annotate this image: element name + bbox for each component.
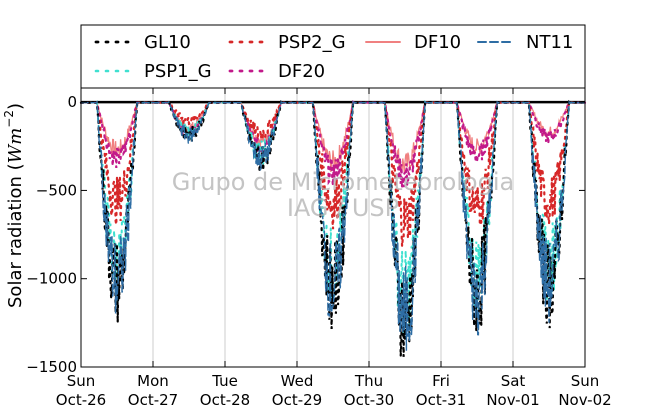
x-tick-label-date: Oct-30	[344, 391, 394, 409]
y-axis-label-text: Solar radiation (	[5, 163, 26, 308]
legend-label-gl10: GL10	[144, 32, 191, 53]
legend-label-df10: DF10	[414, 32, 461, 53]
x-tick-label-day: Wed	[281, 372, 314, 390]
plot-frame	[80, 87, 586, 368]
x-tick-label-day: Tue	[211, 372, 238, 390]
legend-label-nt11: NT11	[526, 32, 573, 53]
y-tick-label: −500	[36, 181, 77, 199]
y-axis-label-exponent: −2	[2, 110, 16, 128]
y-tick-label: 0	[67, 93, 77, 111]
watermark-line: IAG / USP	[287, 194, 399, 222]
legend-label-psp1-g: PSP1_G	[144, 61, 212, 82]
x-tick-label-day: Sun	[67, 372, 96, 390]
x-tick-label-date: Oct-29	[272, 391, 322, 409]
series-gl10	[79, 99, 587, 357]
legend-label-psp2-g: PSP2_G	[278, 32, 346, 53]
legend: GL10 PSP1_G PSP2_G DF20 DF10 NT11	[80, 24, 586, 89]
legend-label-df20: DF20	[278, 61, 325, 82]
series-psp2-g	[79, 99, 587, 247]
x-tick-label-date: Nov-01	[486, 391, 539, 409]
x-tick-label-date: Oct-26	[56, 391, 106, 409]
x-tick-label-date: Oct-31	[416, 391, 466, 409]
y-axis-label-close: )	[5, 103, 26, 110]
x-tick-label-date: Oct-28	[200, 391, 250, 409]
x-tick-label-date: Nov-02	[558, 391, 611, 409]
axes: 0−500−1000−1500SunOct-26MonOct-27TueOct-…	[2, 87, 612, 409]
x-tick-label-day: Thu	[354, 372, 383, 390]
x-tick-label-day: Sun	[571, 372, 600, 390]
series-df10	[80, 100, 586, 172]
watermark-line: Grupo de Micrometeorologia	[172, 168, 514, 196]
x-tick-label-day: Mon	[137, 372, 169, 390]
legend-frame	[80, 24, 586, 89]
y-axis-label: Solar radiation (Wm−2)	[2, 103, 26, 308]
series-nt11	[80, 100, 586, 351]
y-tick-label: −1000	[26, 270, 77, 288]
x-tick-label-date: Oct-27	[128, 391, 178, 409]
y-axis-label-unit: Wm	[5, 128, 26, 164]
x-tick-label-day: Fri	[432, 372, 450, 390]
y-tick-label: −1500	[26, 358, 77, 376]
x-tick-label-day: Sat	[501, 372, 526, 390]
